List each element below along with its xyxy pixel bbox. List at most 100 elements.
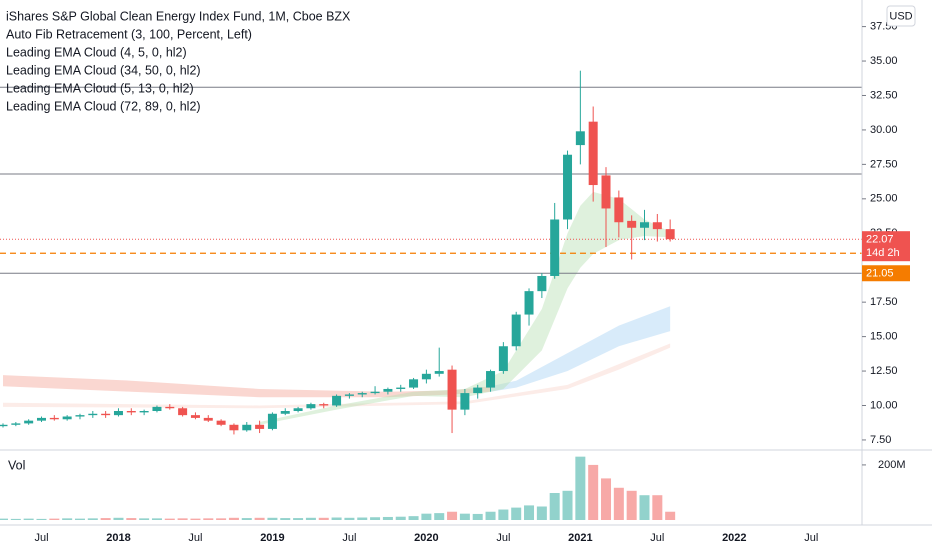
candle-body	[319, 404, 329, 406]
y-tick-label: 15.00	[870, 331, 898, 343]
legend: Auto Fib Retracement (3, 100, Percent, L…	[6, 27, 252, 113]
candle-body	[383, 388, 393, 392]
volume-bar	[434, 513, 445, 520]
candle-body	[139, 411, 149, 413]
volume-bar	[126, 518, 137, 520]
volume-bar	[485, 511, 496, 520]
y-tick-label: 7.50	[870, 434, 891, 446]
candle-body	[75, 415, 85, 417]
candle-body	[165, 406, 175, 409]
volume-bar	[318, 517, 329, 520]
volume-bar	[511, 507, 522, 520]
volume-bar	[498, 509, 509, 520]
last-price-label: 22.07	[866, 234, 894, 246]
candle-body	[486, 371, 496, 388]
candle-body	[575, 131, 585, 146]
candle-body	[434, 371, 444, 374]
x-tick-label: Jul	[34, 532, 48, 544]
candle-body	[396, 387, 406, 389]
volume-bar	[305, 517, 316, 520]
candle-body	[524, 291, 534, 315]
candle-body	[62, 416, 72, 420]
candle-body	[640, 222, 649, 228]
candle-body	[36, 417, 46, 421]
chart-title: iShares S&P Global Clean Energy Index Fu…	[6, 9, 351, 23]
y-tick-label: 27.50	[870, 158, 898, 170]
volume-bar	[74, 518, 85, 520]
ema-cloud	[490, 306, 671, 392]
candle-body	[11, 423, 21, 425]
indicator-label: Leading EMA Cloud (34, 50, 0, hl2)	[6, 63, 201, 77]
candle-body	[203, 417, 213, 421]
candle-body	[216, 420, 226, 425]
volume-bar	[151, 518, 162, 520]
x-tick-label: Jul	[342, 532, 356, 544]
candle-body	[152, 406, 162, 412]
volume-bar	[293, 518, 304, 520]
volume-bar	[472, 513, 483, 520]
candles	[0, 70, 675, 435]
volume-label: Vol	[8, 458, 25, 472]
last-price-badge	[862, 231, 910, 262]
volume-bar	[447, 511, 458, 520]
x-tick-label: Jul	[188, 532, 202, 544]
candle-body	[511, 314, 521, 347]
candle-body	[652, 222, 662, 230]
x-tick-label: 2018	[106, 532, 130, 544]
candle-body	[306, 404, 316, 409]
candle-body	[473, 387, 483, 394]
candle-body	[293, 408, 303, 412]
volume-bar	[177, 518, 188, 520]
volume-bar	[459, 513, 470, 520]
x-tick-label: Jul	[804, 532, 818, 544]
volume-bar	[524, 505, 535, 520]
currency-button[interactable]	[886, 5, 916, 27]
volume-bar	[562, 490, 573, 520]
volume-bar	[190, 518, 201, 520]
y-tick-label: 12.50	[870, 365, 898, 377]
volume-bar	[652, 495, 663, 520]
candle-body	[280, 411, 290, 414]
volume-bar	[254, 517, 265, 520]
volume-bar	[203, 518, 214, 520]
volume-bar	[331, 517, 342, 520]
volume-bar	[164, 518, 175, 520]
volume-bar	[395, 516, 406, 520]
candle-body	[588, 121, 598, 186]
volume-bar	[10, 518, 21, 520]
y-tick-label: 35.00	[870, 55, 898, 67]
currency: USD	[889, 10, 912, 22]
candle-body	[421, 373, 431, 380]
volume-bar	[575, 456, 586, 520]
candle-body	[498, 346, 508, 372]
volume-tick-label: 200M	[878, 459, 906, 471]
candle-body	[357, 393, 367, 395]
candle-body	[447, 369, 457, 410]
volume-bar	[344, 517, 355, 520]
volume-bar	[601, 478, 612, 520]
candle-body	[101, 413, 111, 416]
volume-bar	[536, 506, 547, 520]
clouds	[3, 191, 671, 425]
candle-body	[537, 275, 547, 292]
candle-body	[126, 411, 136, 413]
volume-bar	[100, 518, 111, 520]
x-tick-label: Jul	[650, 532, 664, 544]
candle-body	[49, 417, 59, 420]
volume-bar	[113, 517, 124, 520]
volume-bar	[665, 511, 676, 520]
candle-body	[460, 393, 470, 410]
volume-bar	[613, 487, 624, 520]
candle-body	[0, 424, 8, 427]
candle-body	[665, 229, 675, 240]
volume-bar	[639, 495, 650, 520]
candle-body	[614, 197, 624, 223]
volume-bar	[87, 518, 98, 520]
volume-bar	[357, 517, 368, 520]
price-line-badge	[862, 265, 910, 282]
candle-body	[601, 175, 611, 209]
indicator-label: Leading EMA Cloud (72, 89, 0, hl2)	[6, 99, 201, 113]
volume-bar	[421, 513, 432, 520]
countdown-label: 14d 2h	[866, 247, 900, 259]
